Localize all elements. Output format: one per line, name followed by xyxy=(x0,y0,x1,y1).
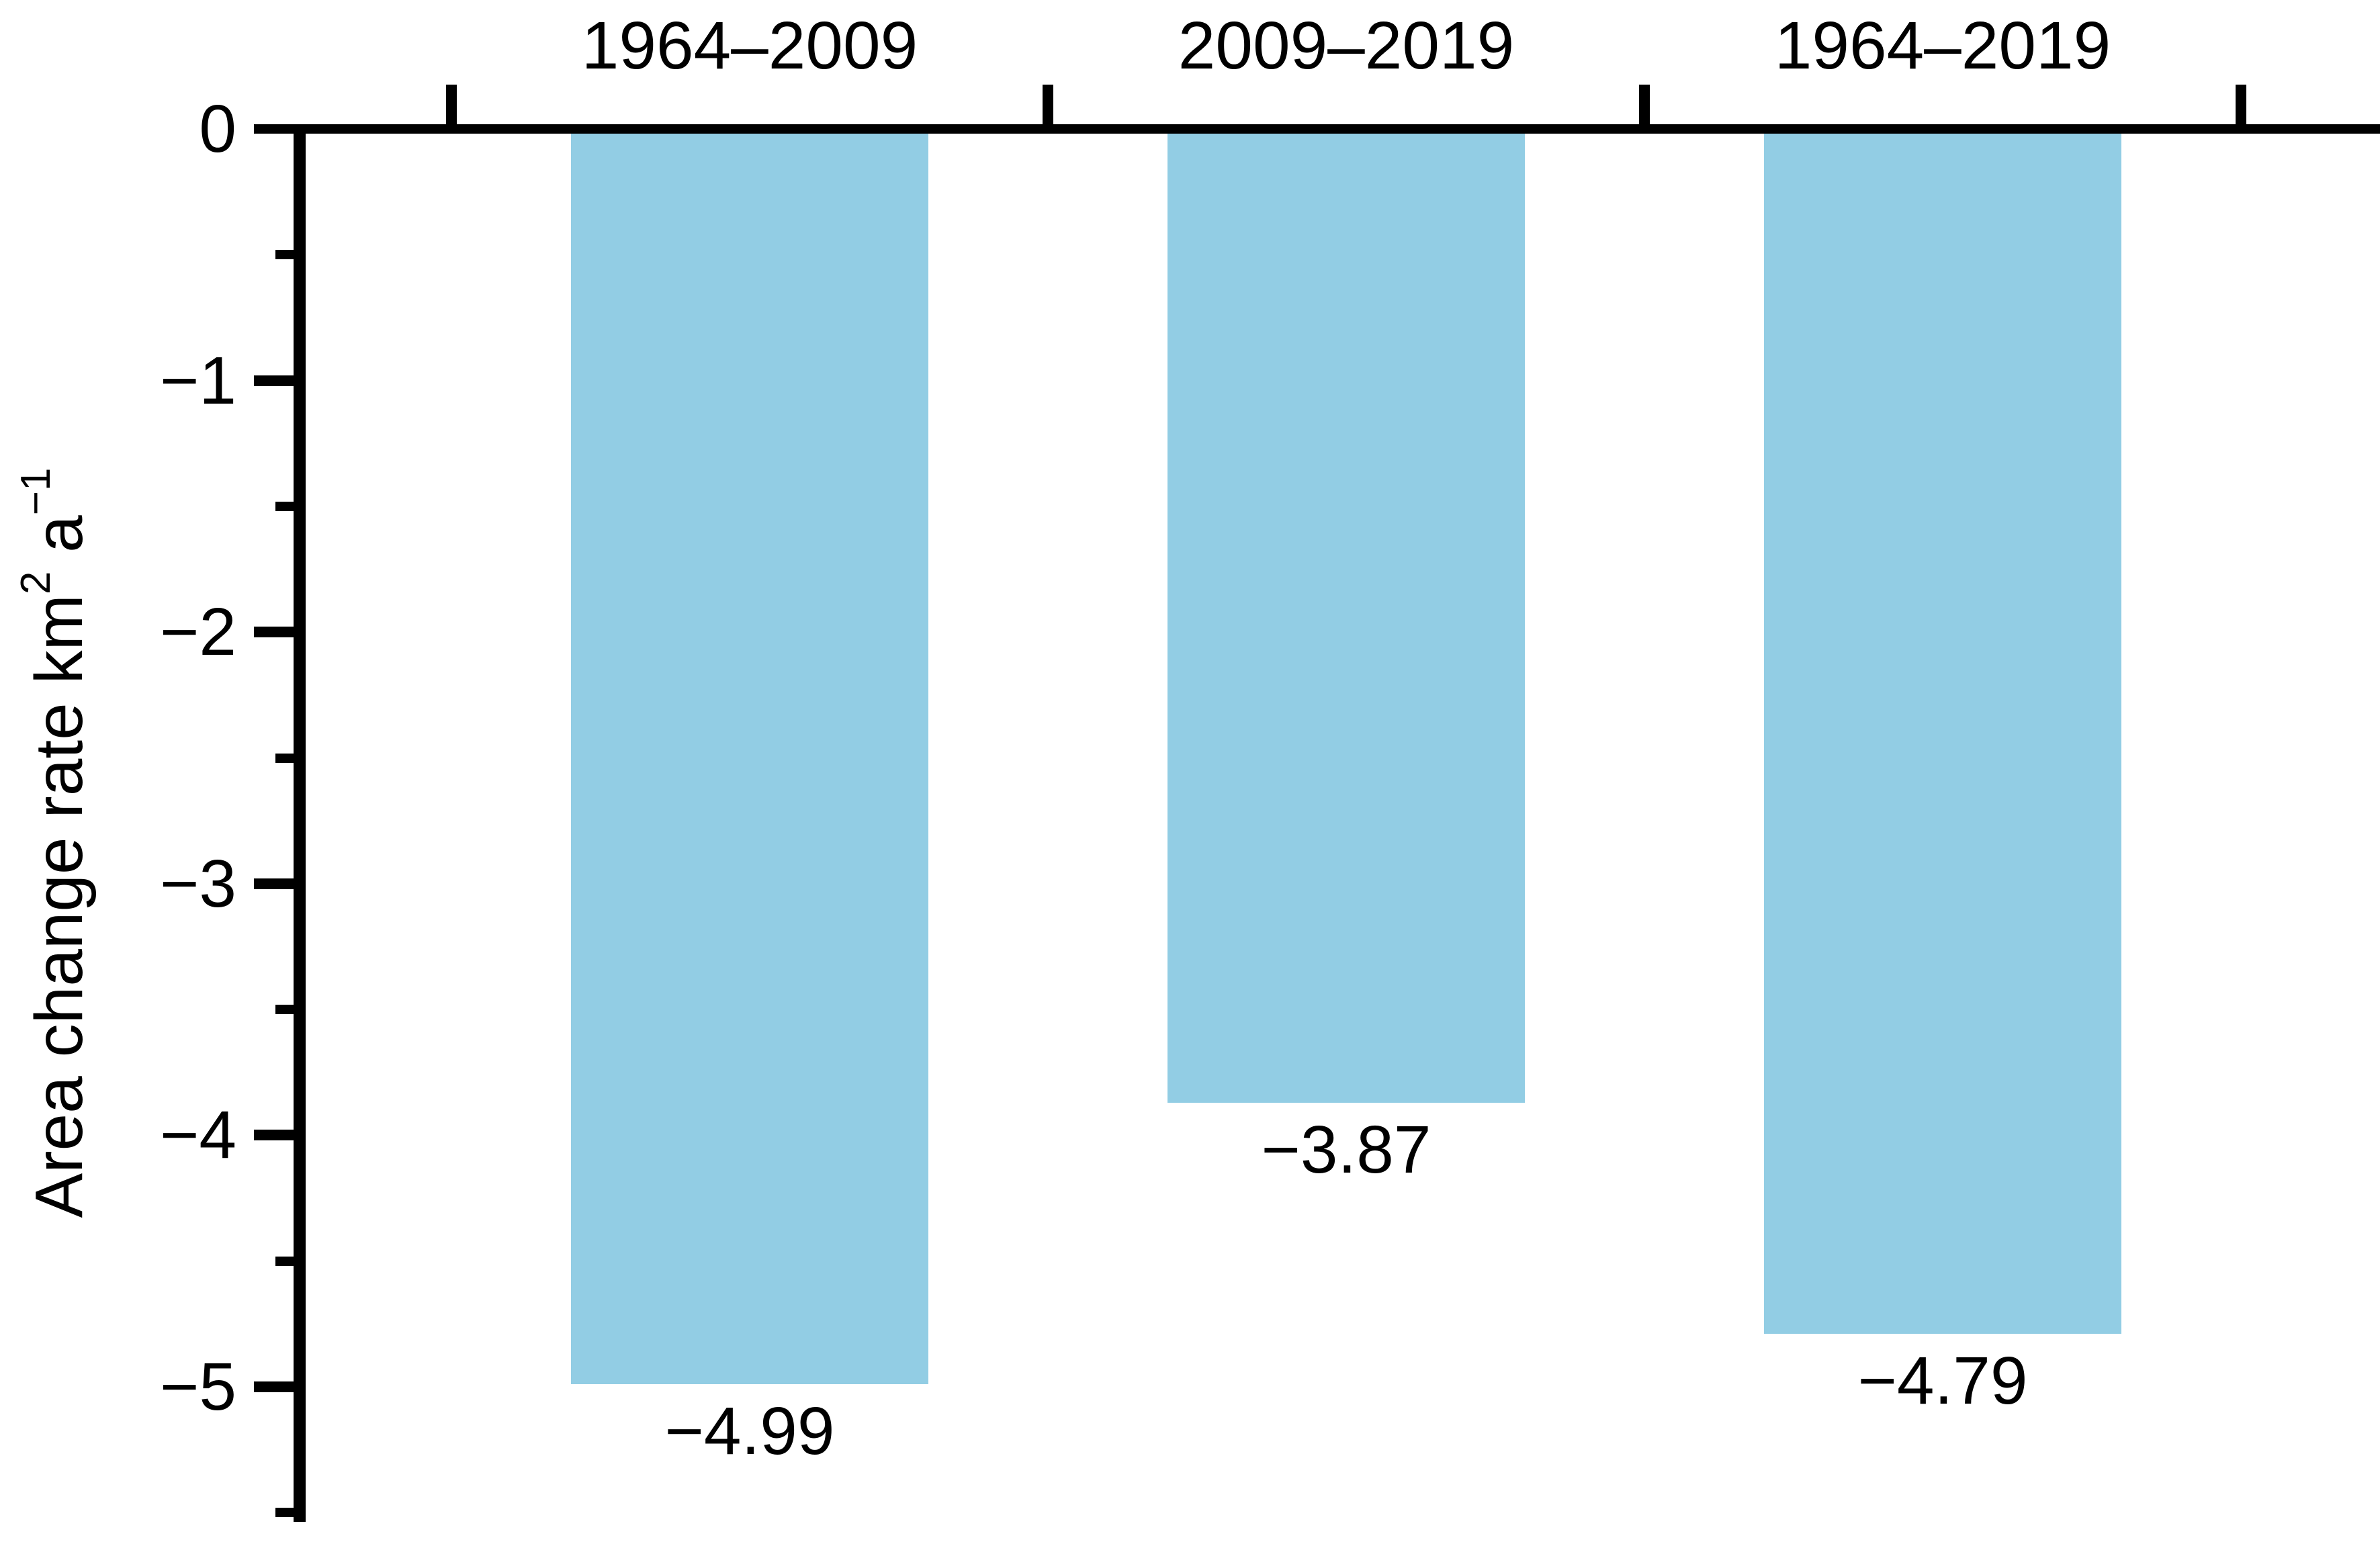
x-axis-line xyxy=(254,124,2380,134)
bar-value-label: −3.87 xyxy=(1261,1111,1431,1187)
y-axis-major-tick xyxy=(254,1381,294,1392)
y-axis-minor-tick xyxy=(275,250,294,260)
bar xyxy=(1167,134,1525,1103)
y-tick-label: −5 xyxy=(159,1349,236,1424)
bar xyxy=(571,134,928,1385)
y-axis-title-superscript: −1 xyxy=(13,467,59,516)
category-label: 2009–2019 xyxy=(1178,8,1515,83)
y-axis-minor-tick xyxy=(275,501,294,511)
bar-value-label: −4.79 xyxy=(1857,1343,2028,1419)
x-axis-tick xyxy=(446,85,457,124)
category-label: 1964–2009 xyxy=(581,8,918,83)
y-axis-line xyxy=(294,124,306,1522)
y-tick-label: −4 xyxy=(159,1097,236,1173)
y-axis-minor-tick xyxy=(275,1508,294,1518)
y-axis-minor-tick xyxy=(275,1256,294,1266)
y-tick-label: −1 xyxy=(159,343,236,418)
category-label: 1964–2019 xyxy=(1774,8,2111,83)
y-axis-minor-tick xyxy=(275,753,294,763)
x-axis-tick xyxy=(1043,85,1053,124)
y-axis-title-text: a xyxy=(21,515,97,572)
x-axis-tick xyxy=(1639,85,1650,124)
y-axis-minor-tick xyxy=(275,1005,294,1015)
y-tick-label: 0 xyxy=(199,91,236,167)
y-tick-label: −3 xyxy=(159,846,236,921)
x-axis-tick xyxy=(2236,85,2246,124)
bar xyxy=(1764,134,2121,1334)
y-axis-major-tick xyxy=(254,1130,294,1141)
y-axis-title-superscript: 2 xyxy=(13,571,59,595)
bar-value-label: −4.99 xyxy=(664,1394,835,1469)
y-axis-major-tick xyxy=(254,375,294,386)
y-axis-major-tick xyxy=(254,627,294,638)
y-tick-label: −2 xyxy=(159,594,236,670)
y-axis-title: Area change rate km2 a−1 xyxy=(13,468,97,1218)
y-axis-major-tick xyxy=(254,878,294,889)
y-axis-title-text: Area change rate km xyxy=(21,594,97,1218)
